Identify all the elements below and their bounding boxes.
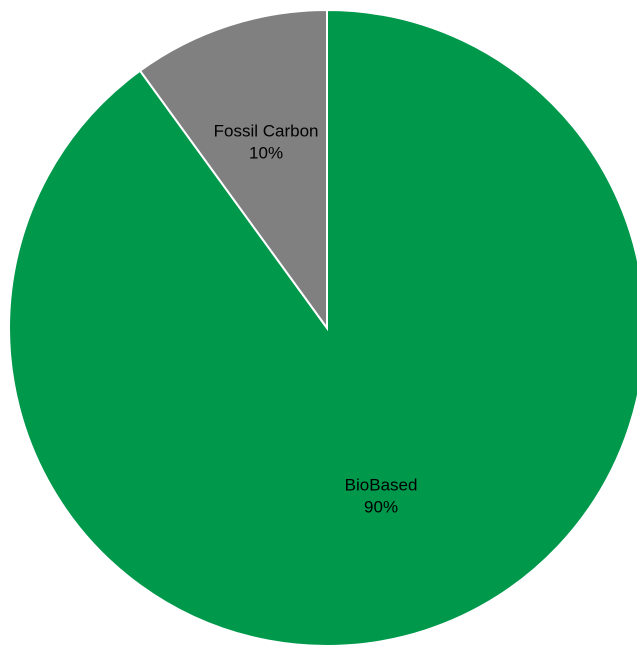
slice-category-label: BioBased — [345, 475, 418, 494]
slice-percent-label: 10% — [249, 143, 283, 162]
pie-slice-biobased — [8, 8, 637, 646]
slice-category-label: Fossil Carbon — [214, 121, 319, 140]
pie-slices — [8, 8, 637, 646]
pie-labels: BioBased 90% Fossil Carbon 10% — [214, 121, 418, 516]
pie-slice-fossil-carbon — [138, 8, 328, 332]
slice-percent-label: 90% — [364, 497, 398, 516]
pie-slice-label: BioBased 90% — [345, 475, 418, 516]
pie-slice-label: Fossil Carbon 10% — [214, 121, 319, 162]
